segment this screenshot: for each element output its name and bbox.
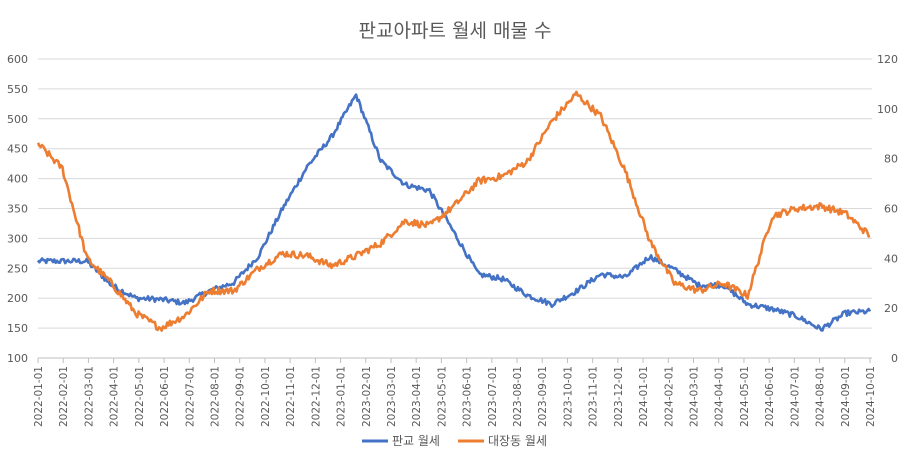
x-tick-label: 2022-02-01 (58, 366, 70, 427)
y-right-tick-label: 120 (877, 53, 898, 66)
x-axis: 2022-01-01 2022-02-01 2022-03-01 2022-04-01… (33, 357, 877, 427)
x-tick-label: 2023-04-01 (411, 366, 423, 427)
x-tick-label: 2023-06-01 (462, 366, 474, 427)
y-left-tick-label: 450 (7, 143, 28, 156)
y-axis-left: 100 150 200 250 300 350 400 450 500 550 600 (7, 53, 28, 365)
x-tick-label: 2024-06-01 (764, 366, 776, 427)
x-tick-label: 2023-11-01 (588, 366, 600, 427)
x-tick-label: 2024-03-01 (689, 366, 701, 427)
x-tick-label: 2023-07-01 (487, 366, 499, 427)
x-tick-label: 2022-10-01 (260, 366, 272, 427)
x-tick-label: 2023-08-01 (512, 366, 524, 427)
x-tick-label: 2023-02-01 (361, 366, 373, 427)
y-left-tick-label: 100 (7, 352, 28, 365)
y-left-tick-label: 550 (7, 83, 28, 96)
x-tick-label: 2024-05-01 (739, 366, 751, 427)
x-tick-label: 2022-03-01 (83, 366, 95, 427)
x-tick-label: 2024-04-01 (714, 366, 726, 427)
x-tick-label: 2024-01-01 (638, 366, 650, 427)
y-right-tick-label: 0 (891, 352, 898, 365)
y-left-tick-label: 250 (7, 262, 28, 275)
y-right-tick-label: 20 (884, 302, 898, 315)
x-tick-label: 2023-10-01 (562, 366, 574, 427)
x-tick-label: 2023-05-01 (436, 366, 448, 427)
y-right-tick-label: 80 (884, 153, 898, 166)
x-tick-label: 2023-09-01 (537, 366, 549, 427)
x-tick-label: 2022-09-01 (235, 366, 247, 427)
x-tick-label: 2024-08-01 (815, 366, 827, 427)
x-tick-label: 2022-12-01 (310, 366, 322, 427)
legend-label[interactable]: 대장동 월세 (488, 434, 547, 448)
x-tick-label: 2022-05-01 (134, 366, 146, 427)
y-left-tick-label: 400 (7, 173, 28, 186)
x-tick-label: 2024-10-01 (865, 366, 877, 427)
y-left-tick-label: 600 (7, 53, 28, 66)
y-left-tick-label: 350 (7, 203, 28, 216)
x-tick-label: 2024-07-01 (789, 366, 801, 427)
x-tick-label: 2023-03-01 (386, 366, 398, 427)
x-tick-label: 2022-01-01 (33, 366, 45, 427)
x-tick-label: 2023-12-01 (613, 366, 625, 427)
y-left-tick-label: 200 (7, 292, 28, 305)
x-tick-label: 2024-02-01 (663, 366, 675, 427)
y-axis-right: 0 20 40 60 80 100 120 (877, 53, 898, 365)
series-lines (36, 90, 872, 332)
x-tick-label: 2023-01-01 (336, 366, 348, 427)
gridlines (38, 58, 872, 359)
y-right-tick-label: 40 (884, 252, 898, 265)
legend-label[interactable]: 판교 월세 (392, 434, 440, 448)
x-tick-label: 2022-11-01 (285, 366, 297, 427)
y-left-tick-label: 300 (7, 232, 28, 245)
x-tick-label: 2022-04-01 (109, 366, 121, 427)
legend[interactable]: 판교 월세 대장동 월세 (362, 434, 547, 448)
chart-title: 판교아파트 월세 매물 수 (359, 20, 552, 42)
y-right-tick-label: 100 (877, 103, 898, 116)
y-right-tick-label: 60 (884, 203, 898, 216)
x-tick-label: 2022-07-01 (184, 366, 196, 427)
x-tick-label: 2022-06-01 (159, 366, 171, 427)
y-left-tick-label: 500 (7, 113, 28, 126)
x-tick-label: 2024-09-01 (840, 366, 852, 427)
series-line-pangyo (36, 93, 872, 332)
series-line-daejang (36, 90, 871, 332)
y-left-tick-label: 150 (7, 322, 28, 335)
x-tick-label: 2022-08-01 (209, 366, 221, 427)
